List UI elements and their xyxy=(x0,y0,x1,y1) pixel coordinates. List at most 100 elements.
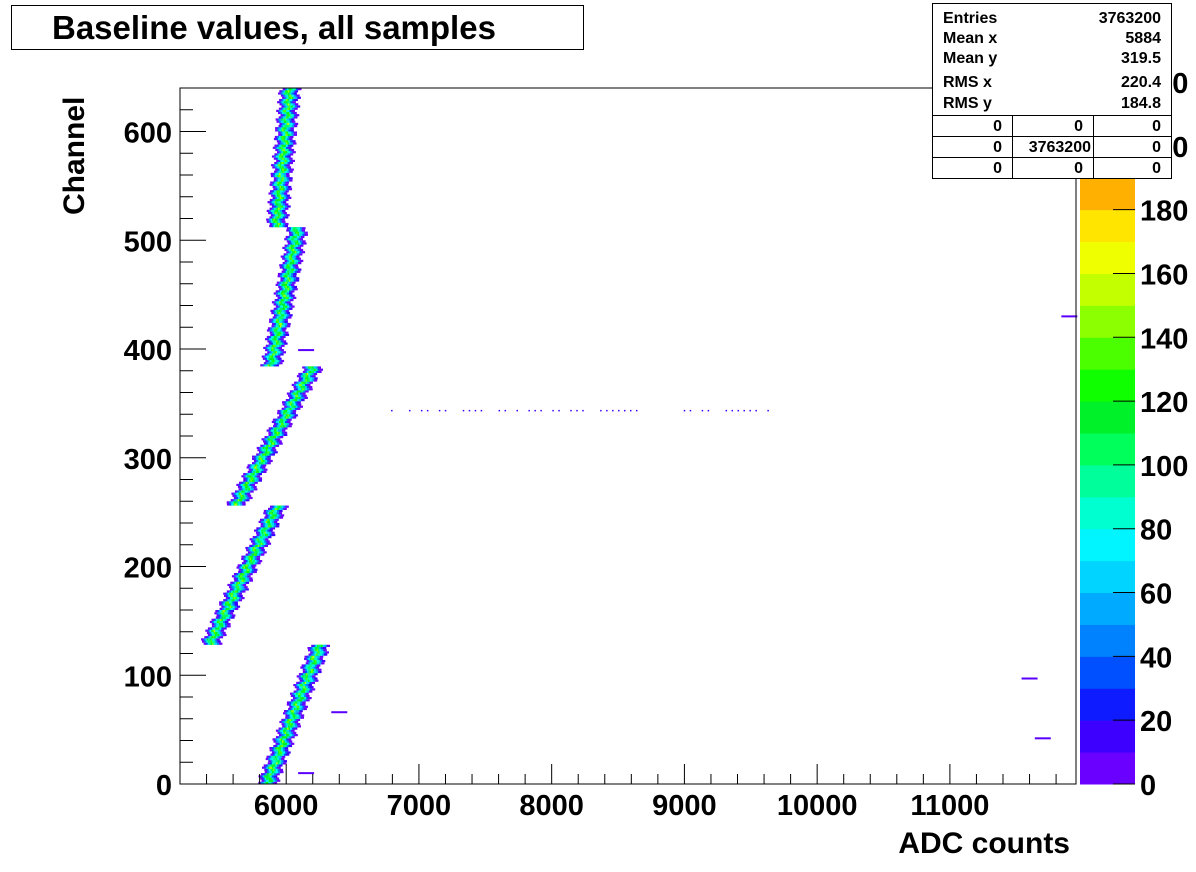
heatmap-cell xyxy=(306,386,311,389)
stats-row-mean-y: Mean y 319.5 xyxy=(943,50,1161,70)
heatmap-cell xyxy=(240,590,244,593)
heatmap-cell xyxy=(254,462,258,465)
heatmap-cell xyxy=(276,338,280,341)
heatmap-cell xyxy=(267,457,271,460)
heatmap-cell xyxy=(294,686,299,689)
heatmap-cell xyxy=(264,355,268,358)
heatmap-cell xyxy=(273,766,277,769)
heatmap-cell xyxy=(204,640,208,643)
sparse-point xyxy=(552,409,554,412)
heatmap-cell xyxy=(270,190,274,193)
heatmap-cell xyxy=(227,616,231,619)
heatmap-cell xyxy=(237,490,241,493)
heatmap-cell xyxy=(273,325,278,328)
heatmap-cell xyxy=(287,301,291,304)
sparse-point xyxy=(701,409,704,412)
heatmap-cell xyxy=(285,144,290,147)
heatmap-cell xyxy=(274,205,278,208)
heatmap-cell xyxy=(289,285,294,289)
heatmap-cell xyxy=(214,638,218,641)
outlier-point xyxy=(1034,737,1051,740)
heatmap-cell xyxy=(281,431,286,434)
heatmap-cell xyxy=(319,653,324,656)
heatmap-cell xyxy=(262,357,267,360)
heatmap-cell xyxy=(240,583,245,587)
x-tick-label: 8000 xyxy=(519,790,584,822)
heatmap-cell xyxy=(281,407,285,410)
heatmap-cell xyxy=(275,290,280,293)
heatmap-cell xyxy=(229,503,233,506)
heatmap-cell xyxy=(285,307,289,310)
heatmap-cell xyxy=(297,244,302,247)
heatmap-cell xyxy=(296,255,300,258)
heatmap-cell xyxy=(268,449,273,452)
heatmap-cell xyxy=(201,638,205,641)
heatmap-cell xyxy=(292,281,296,284)
heatmap-cell xyxy=(288,299,292,302)
heatmap-cell xyxy=(271,533,276,537)
heatmap-cell xyxy=(252,475,257,478)
heatmap-cell xyxy=(313,644,317,647)
heatmap-cell xyxy=(297,246,302,249)
heatmap-cell xyxy=(285,170,289,173)
heatmap-cell xyxy=(245,553,249,556)
heatmap-cell xyxy=(252,455,256,458)
palette-segment xyxy=(1080,528,1135,562)
heatmap-cell xyxy=(263,551,267,554)
heatmap-cell xyxy=(321,662,325,665)
sparse-point xyxy=(474,409,477,412)
heatmap-cell xyxy=(277,768,281,771)
heatmap-cell xyxy=(290,140,294,143)
heatmap-cell xyxy=(264,516,268,519)
heatmap-cell xyxy=(276,514,281,517)
stats-grid-cell: 0 xyxy=(993,160,1002,177)
heatmap-cell xyxy=(293,388,298,391)
palette-tick-label: 40 xyxy=(1140,642,1172,674)
heatmap-cell xyxy=(216,612,221,615)
heatmap-cell xyxy=(302,233,306,236)
heatmap-cell xyxy=(265,455,269,458)
heatmap-cell xyxy=(264,468,268,471)
heatmap-cell xyxy=(238,592,242,595)
heatmap-cell xyxy=(296,253,301,256)
heatmap-cell xyxy=(226,618,231,621)
heatmap-cell xyxy=(288,707,292,711)
heatmap-cell xyxy=(292,255,296,258)
heatmap-cell xyxy=(219,603,223,606)
heatmap-cell xyxy=(231,586,235,589)
heatmap-cell xyxy=(240,501,244,504)
heatmap-cell xyxy=(267,359,272,363)
heatmap-cell xyxy=(310,677,314,680)
heatmap-cell xyxy=(290,409,294,413)
heatmap-cell xyxy=(286,240,291,243)
heatmap-cell xyxy=(242,501,246,504)
heatmap-cell xyxy=(275,777,280,780)
heatmap-cell xyxy=(294,88,298,91)
heatmap-cell xyxy=(240,503,244,506)
heatmap-cell xyxy=(285,207,289,210)
heatmap-cell xyxy=(287,294,291,297)
heatmap-cell xyxy=(229,616,233,619)
heatmap-cell xyxy=(309,381,313,384)
heatmap-cell xyxy=(309,688,313,691)
sparse-point xyxy=(725,409,728,412)
heatmap-cell xyxy=(298,88,302,91)
heatmap-cell xyxy=(292,720,296,724)
heatmap-cell xyxy=(283,301,287,304)
heatmap-cell xyxy=(287,179,291,182)
heatmap-cell xyxy=(256,527,260,530)
heatmap-cell xyxy=(299,707,303,711)
heatmap-cell xyxy=(202,640,206,643)
heatmap-cell xyxy=(269,781,274,784)
heatmap-cell xyxy=(287,159,291,162)
heatmap-cell xyxy=(281,727,285,730)
heatmap-cell xyxy=(287,170,291,173)
heatmap-cell xyxy=(277,151,281,154)
heatmap-cell xyxy=(276,159,280,162)
heatmap-cell xyxy=(293,246,298,249)
heatmap-cell xyxy=(246,466,250,469)
heatmap-cell xyxy=(283,433,288,436)
heatmap-cell xyxy=(226,610,231,613)
heatmap-cell xyxy=(230,588,234,591)
heatmap-cell xyxy=(301,664,305,667)
